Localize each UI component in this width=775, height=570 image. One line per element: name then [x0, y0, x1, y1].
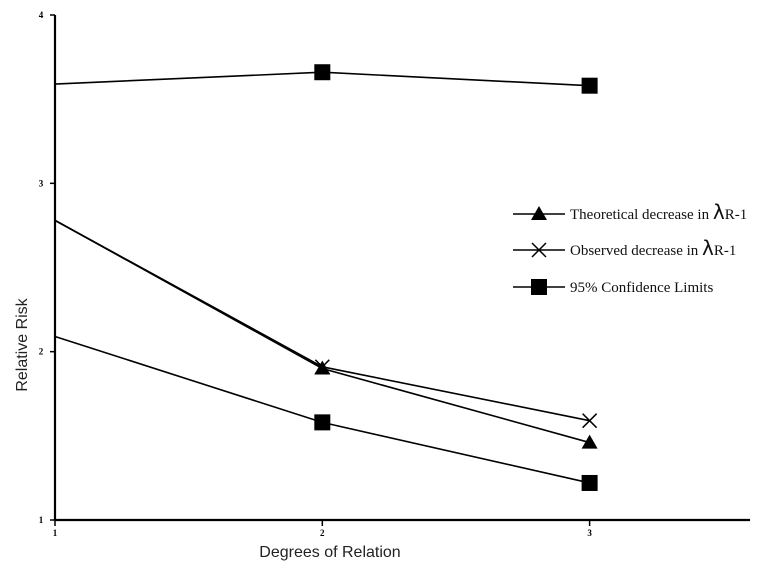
plot-area [54, 64, 598, 491]
x-tick-label: 2 [320, 528, 325, 538]
legend-label: Theoretical decrease in λR-1 [570, 200, 747, 224]
x-marker-stroke [582, 413, 598, 429]
axes: 1 2 3 1 2 3 4 [39, 10, 750, 538]
legend-label-lambda: λ [713, 200, 725, 224]
series-2-point [314, 359, 330, 375]
legend-label-lambda: λ [702, 236, 714, 260]
legend-label-text: Theoretical decrease in [570, 207, 713, 223]
legend-marker [531, 206, 547, 220]
x-tick-label: 1 [53, 528, 58, 538]
series-1-line [54, 219, 590, 444]
x-tick-label: 3 [587, 528, 592, 538]
legend-item: 95% Confidence Limits [513, 279, 713, 296]
series-2-point [582, 413, 598, 429]
legend-item: Theoretical decrease in λR-1 [513, 200, 747, 224]
legend-label-text: 95% Confidence Limits [570, 280, 713, 296]
series-3-upper-point [581, 77, 598, 94]
legend-label-suffix: R-1 [725, 207, 748, 223]
legend-marker [531, 279, 547, 295]
y-tick-label: 2 [39, 347, 44, 357]
series-2-line [54, 219, 590, 422]
legend-item: Observed decrease in λR-1 [513, 236, 736, 260]
legend-label: Observed decrease in λR-1 [570, 236, 736, 260]
series-3-line [54, 335, 590, 484]
y-axis-title: Relative Risk [14, 297, 31, 391]
series-3-point [314, 414, 331, 431]
legend-marker [531, 242, 547, 258]
y-tick-label: 1 [39, 515, 44, 525]
legend-label-text: Observed decrease in [570, 243, 702, 259]
y-tick-label: 3 [39, 178, 44, 188]
series-3-point [581, 474, 598, 491]
series-3-upper-point [314, 64, 331, 81]
legend-label-suffix: R-1 [714, 243, 737, 259]
x-axis-title: Degrees of Relation [259, 544, 400, 561]
series-1-point [581, 434, 598, 449]
x-marker-stroke [531, 242, 547, 258]
y-tick-label: 4 [39, 10, 44, 20]
x-marker-stroke [314, 359, 330, 375]
legend-label: 95% Confidence Limits [570, 280, 713, 296]
